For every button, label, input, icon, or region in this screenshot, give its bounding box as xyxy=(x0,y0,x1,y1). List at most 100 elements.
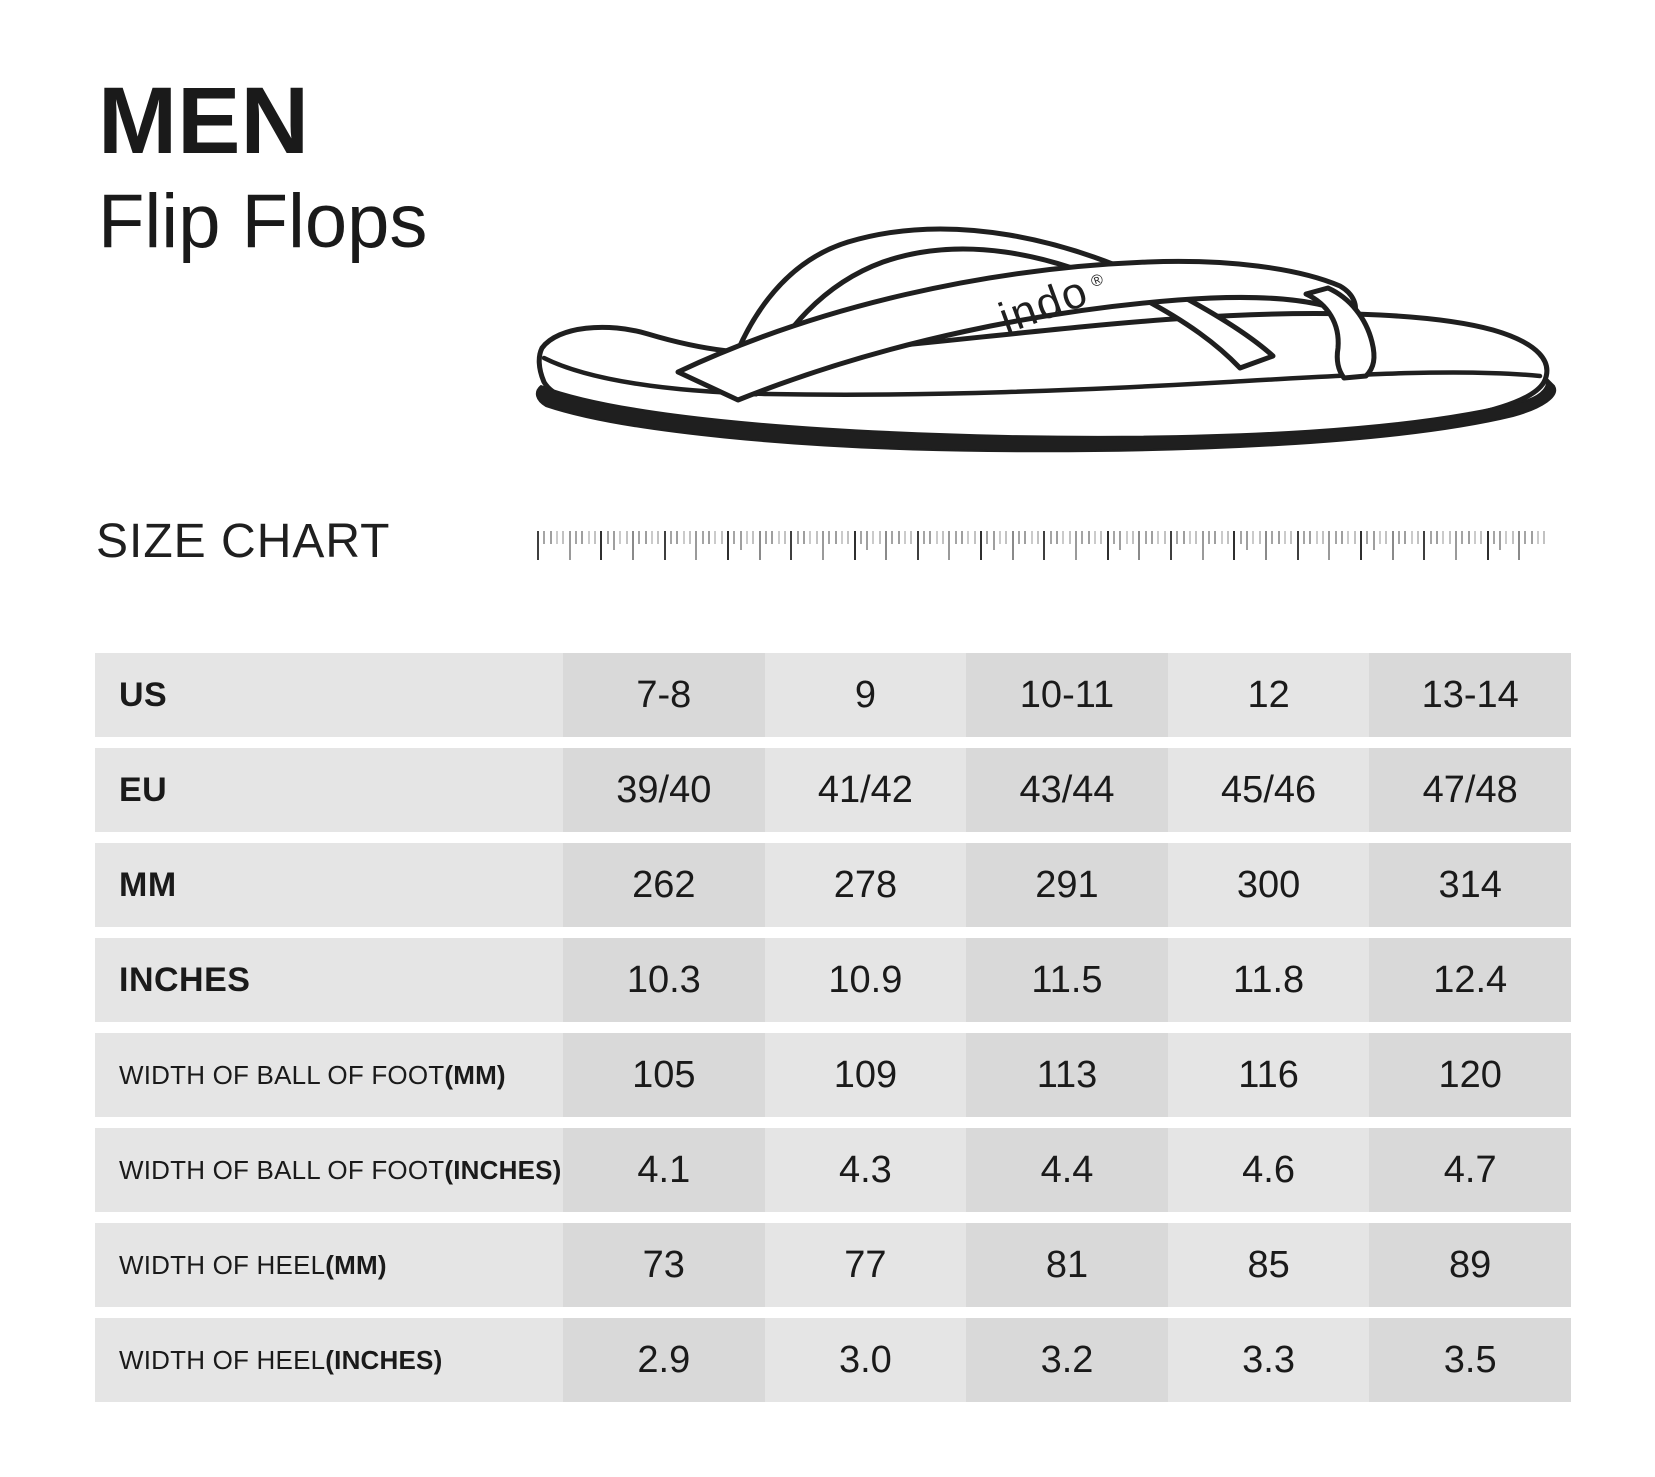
ruler-tick xyxy=(872,531,875,544)
row-label: WIDTH OF BALL OF FOOT (MM) xyxy=(95,1033,563,1117)
ruler-tick xyxy=(1416,531,1419,544)
cell-value: 81 xyxy=(966,1223,1168,1307)
ruler-tick xyxy=(1220,531,1223,544)
ruler-tick xyxy=(600,531,603,560)
ruler-tick xyxy=(1138,531,1141,560)
ruler-tick xyxy=(1252,531,1255,544)
cell-value: 12.4 xyxy=(1369,938,1571,1022)
ruler-tick xyxy=(593,531,596,544)
table-row: WIDTH OF HEEL (INCHES) 2.9 3.0 3.2 3.3 3.5 xyxy=(95,1318,1571,1402)
ruler-tick xyxy=(777,531,780,544)
ruler-tick xyxy=(1226,531,1229,544)
ruler-tick xyxy=(783,531,786,544)
ruler-tick xyxy=(790,531,793,560)
ruler-tick xyxy=(878,531,881,544)
ruler-tick xyxy=(1214,531,1217,544)
registered-mark: ® xyxy=(1089,271,1106,291)
cell-value: 85 xyxy=(1167,1223,1370,1307)
row-label: EU xyxy=(95,748,563,832)
ruler-tick xyxy=(1075,531,1078,560)
back-strap xyxy=(720,226,1276,397)
cell-value: 47/48 xyxy=(1369,748,1571,832)
ruler-tick xyxy=(1511,531,1514,544)
ruler-tick xyxy=(562,531,565,544)
row-label-text: WIDTH OF HEEL xyxy=(119,1344,326,1375)
ruler-tick xyxy=(695,531,698,560)
row-label: US xyxy=(95,653,563,737)
ruler-tick xyxy=(1132,531,1135,544)
ruler-tick xyxy=(1119,531,1122,550)
ruler-tick xyxy=(1321,531,1324,544)
row-label-text: EU xyxy=(119,770,168,809)
ruler-tick xyxy=(644,531,647,544)
ruler-tick xyxy=(1207,531,1210,544)
cell-value: 4.4 xyxy=(966,1128,1168,1212)
ruler-tick xyxy=(973,531,976,544)
ruler-tick xyxy=(834,531,837,544)
ruler-tick xyxy=(796,531,799,544)
ruler-tick xyxy=(1125,531,1128,544)
sole-black-bottom xyxy=(535,377,1557,453)
cell-value: 262 xyxy=(563,843,765,927)
cell-value: 314 xyxy=(1369,843,1571,927)
ruler-tick xyxy=(961,531,964,544)
cell-value: 10.3 xyxy=(563,938,765,1022)
ruler-tick xyxy=(1081,531,1084,544)
table-row: INCHES 10.3 10.9 11.5 11.8 12.4 xyxy=(95,938,1571,1022)
ruler-tick xyxy=(859,531,862,544)
ruler-tick xyxy=(1410,531,1413,544)
ruler-tick xyxy=(1062,531,1065,544)
ruler-tick xyxy=(752,531,755,544)
ruler-tick xyxy=(1385,531,1388,544)
ruler-tick xyxy=(942,531,945,544)
cell-value: 11.5 xyxy=(966,938,1168,1022)
ruler-tick xyxy=(549,531,552,544)
ruler-tick xyxy=(1271,531,1274,544)
row-label-unit: (INCHES) xyxy=(325,1344,443,1375)
ruler-tick xyxy=(1505,531,1508,544)
ruler-tick xyxy=(1176,531,1179,544)
cell-value: 4.7 xyxy=(1369,1128,1571,1212)
ruler-tick xyxy=(1018,531,1021,544)
row-label: MM xyxy=(95,843,563,927)
ruler-tick xyxy=(1473,531,1476,544)
ruler-tick xyxy=(1087,531,1090,544)
ruler-tick xyxy=(1037,531,1040,544)
ruler-tick xyxy=(980,531,983,560)
cell-value: 10-11 xyxy=(966,653,1168,737)
ruler-tick xyxy=(1537,531,1540,544)
ruler-tick xyxy=(1429,531,1432,544)
ruler-tick xyxy=(1448,531,1451,544)
ruler-tick xyxy=(897,531,900,544)
ruler-tick xyxy=(581,531,584,544)
cell-value: 13-14 xyxy=(1369,653,1571,737)
ruler-tick xyxy=(663,531,666,560)
cell-value: 3.0 xyxy=(764,1318,967,1402)
ruler-tick xyxy=(1378,531,1381,544)
ruler-tick xyxy=(688,531,691,544)
ruler-tick xyxy=(1315,531,1318,544)
ruler-tick xyxy=(916,531,919,560)
table-row: EU 39/40 41/42 43/44 45/46 47/48 xyxy=(95,748,1571,832)
ruler-tick xyxy=(1151,531,1153,544)
ruler-tick xyxy=(1492,531,1495,544)
cell-value: 4.6 xyxy=(1167,1128,1370,1212)
cell-value: 120 xyxy=(1369,1033,1571,1117)
ruler-tick xyxy=(1106,531,1109,560)
cell-value: 109 xyxy=(764,1033,967,1117)
cell-value: 45/46 xyxy=(1167,748,1370,832)
ruler-tick xyxy=(999,531,1002,544)
ruler-tick xyxy=(1049,531,1052,544)
ruler-tick xyxy=(1170,531,1172,560)
ruler-tick xyxy=(866,531,869,550)
ruler-tick xyxy=(840,531,843,544)
ruler-tick xyxy=(543,531,546,544)
row-label-text: US xyxy=(119,675,168,714)
ruler-tick xyxy=(1258,531,1261,544)
cell-value: 113 xyxy=(966,1033,1168,1117)
ruler-tick xyxy=(910,531,913,544)
ruler-tick xyxy=(701,531,704,544)
cell-value: 12 xyxy=(1167,653,1370,737)
ruler-tick xyxy=(1182,531,1185,544)
